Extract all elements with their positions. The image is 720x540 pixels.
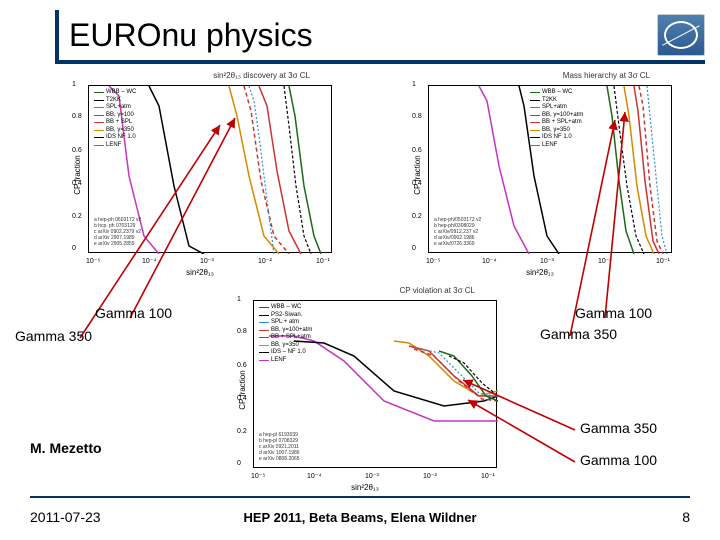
xtick: 10⁻²: [423, 472, 437, 480]
legend-item: SPL+atm: [94, 104, 136, 112]
title-bar: EUROnu physics: [55, 10, 705, 64]
legend-item: BB, γ=350: [94, 127, 136, 135]
xtick: 10⁻²: [598, 257, 612, 265]
ytick: 0.8: [412, 113, 422, 120]
ytick: 0.8: [237, 328, 247, 335]
ytick: 1: [72, 81, 76, 88]
ytick: 0: [237, 460, 241, 467]
ytick: 0.2: [412, 213, 422, 220]
ytick: 1: [237, 296, 241, 303]
legend-item: BB, γ=350: [259, 342, 312, 350]
footer-title: HEP 2011, Beta Beams, Elena Wildner: [243, 510, 476, 525]
legend-item: BB, γ=350: [530, 127, 583, 135]
xtick: 10⁻³: [365, 472, 379, 480]
legend-item: LENF: [530, 142, 583, 150]
xtick: 10⁻¹: [481, 472, 495, 480]
x-axis-label: sin²2θ₁₃: [186, 268, 214, 277]
plot-discovery: sin²2θ₁₃ discovery at 3σ CL CP fraction …: [60, 75, 340, 275]
xtick: 10⁻⁵: [426, 257, 440, 265]
legend-item: BB, γ=100+atm: [259, 327, 312, 335]
gamma-label: Gamma 350: [15, 328, 92, 344]
footnote-block: a hep-pl 6193039 b hep-pl 0708329 c arXi…: [259, 432, 300, 462]
xtick: 10⁻²: [258, 257, 272, 265]
ytick: 0.6: [412, 147, 422, 154]
plot-mass-hierarchy: Mass hierarchy at 3σ CL CP fraction sin²…: [400, 75, 680, 275]
plot-title: Mass hierarchy at 3σ CL: [563, 71, 650, 80]
legend-item: WBB – WC: [259, 304, 312, 312]
legend-item: BB + SPL+atm: [259, 334, 312, 342]
legend-item: BB + SPL+atm: [530, 119, 583, 127]
gamma-label: Gamma 100: [95, 305, 172, 321]
legend-item: LENF: [259, 357, 312, 365]
ytick: 0.6: [72, 147, 82, 154]
xtick: 10⁻⁵: [86, 257, 100, 265]
ytick: 0.6: [237, 362, 247, 369]
y-axis-label: CP fraction: [73, 155, 82, 194]
xtick: 10⁻⁵: [251, 472, 265, 480]
ytick: 0.4: [72, 180, 82, 187]
gamma-label: Gamma 100: [575, 305, 652, 321]
plot-cp-violation: CP violation at 3σ CL CP fraction sin²2θ…: [225, 290, 505, 490]
plot-title: CP violation at 3σ CL: [400, 286, 476, 295]
ytick: 0: [72, 245, 76, 252]
legend: WBB – WC T2KK SPL+atm BB, γ=100 BB + SPL…: [94, 89, 136, 149]
plot-title: sin²2θ₁₃ discovery at 3σ CL: [213, 71, 310, 80]
gamma-label: Gamma 350: [540, 326, 617, 342]
footer-date: 2011-07-23: [30, 509, 101, 525]
footnote-block: a hep-ph 0603172 v2 b hcp. ph 0703129 c …: [94, 217, 141, 247]
page-number: 8: [682, 509, 690, 525]
legend-item: IDS NF 1.0: [530, 134, 583, 142]
ytick: 0.2: [72, 213, 82, 220]
xtick: 10⁻⁴: [482, 257, 497, 265]
legend-item: IDS – NF 1.0: [259, 349, 312, 357]
xtick: 10⁻³: [200, 257, 214, 265]
gamma-label: Gamma 100: [580, 452, 657, 468]
legend-item: WBB – WC: [94, 89, 136, 97]
y-axis-label: CP fraction: [413, 155, 422, 194]
x-axis-label: sin²2θ₁₃: [351, 483, 379, 492]
xtick: 10⁻⁴: [307, 472, 322, 480]
legend-item: PS2-Siwan.: [259, 312, 312, 320]
legend-item: IDS NF 1.0: [94, 134, 136, 142]
legend-item: T2KK: [94, 97, 136, 105]
legend-item: LENF: [94, 142, 136, 150]
x-axis-label: sin²2θ₁₃: [526, 268, 554, 277]
gamma-label: Gamma 350: [580, 420, 657, 436]
ytick: 0.4: [237, 395, 247, 402]
legend: WBB – WC PS2-Siwan. SPL + atm BB, γ=100+…: [259, 304, 312, 364]
legend-item: WBB – WC: [530, 89, 583, 97]
xtick: 10⁻⁴: [142, 257, 157, 265]
legend-item: SPL + atm: [259, 319, 312, 327]
legend-item: SPL+atm: [530, 104, 583, 112]
legend: WBB – WC T2KK SPL+atm BB, γ=100+atm BB +…: [530, 89, 583, 149]
ytick: 1: [412, 81, 416, 88]
legend-item: BB, γ=100+atm: [530, 112, 583, 120]
author-credit: M. Mezetto: [30, 440, 102, 456]
ytick: 0.8: [72, 113, 82, 120]
legend-item: BB + SPL: [94, 119, 136, 127]
page-title: EUROnu physics: [69, 17, 313, 54]
cern-logo: [657, 14, 705, 56]
xtick: 10⁻³: [540, 257, 554, 265]
footer-divider: [30, 496, 690, 498]
ytick: 0.4: [412, 180, 422, 187]
xtick: 10⁻¹: [656, 257, 670, 265]
y-axis-label: CP fraction: [238, 370, 247, 409]
footnote-block: a hep-ph/0503172 v2 b hep-ph/0308029 c a…: [434, 217, 481, 247]
legend-item: T2KK: [530, 97, 583, 105]
ytick: 0.2: [237, 428, 247, 435]
xtick: 10⁻¹: [316, 257, 330, 265]
legend-item: BB, γ=100: [94, 112, 136, 120]
ytick: 0: [412, 245, 416, 252]
